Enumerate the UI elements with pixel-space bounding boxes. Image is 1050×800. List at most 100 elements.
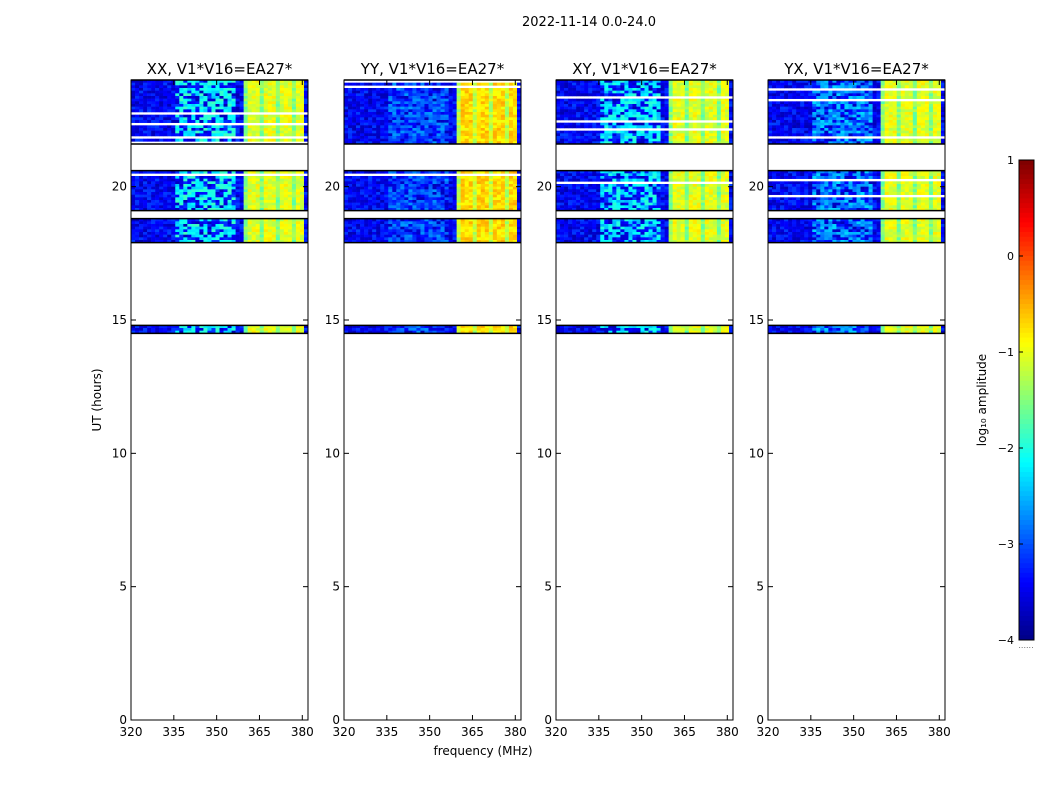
heatmap-cell (283, 205, 289, 209)
heatmap-cell (199, 200, 204, 203)
heatmap-cell (500, 218, 506, 222)
heatmap-cell (380, 96, 385, 99)
heatmap-cell (496, 178, 502, 182)
heatmap-cell (476, 170, 482, 174)
heatmap-cell (512, 93, 518, 97)
heatmap-cell (376, 178, 381, 182)
heatmap-cell (484, 240, 490, 243)
heatmap-cell (344, 186, 349, 190)
heatmap-cell (432, 170, 437, 174)
heatmap-cell (364, 330, 369, 334)
heatmap-cell (396, 133, 401, 137)
heatmap-cell (516, 104, 522, 107)
heatmap-cell (608, 240, 613, 243)
heatmap-cell (392, 205, 397, 209)
heatmap-cell (468, 170, 474, 174)
heatmap-cell (267, 125, 273, 129)
heatmap-cell (432, 133, 437, 137)
heatmap-cell (223, 120, 228, 123)
heatmap-cell (704, 218, 710, 222)
heatmap-cell (295, 117, 301, 121)
heatmap-cell (135, 138, 140, 142)
heatmap-cell (259, 170, 265, 174)
heatmap-cell (496, 120, 502, 123)
heatmap-cell (187, 208, 192, 211)
heatmap-cell (299, 192, 305, 195)
heatmap-cell (295, 234, 301, 238)
heatmap-cell (388, 101, 393, 105)
heatmap-cell (223, 106, 228, 110)
heatmap-cell (448, 330, 453, 334)
heatmap-cell (251, 109, 256, 113)
heatmap-cell (344, 98, 349, 102)
heatmap-cell (396, 181, 401, 185)
heatmap-cell (388, 330, 393, 334)
heatmap-cell (464, 240, 469, 243)
heatmap-cell (436, 181, 441, 185)
heatmap-cell (303, 208, 309, 211)
heatmap-cell (400, 328, 405, 331)
heatmap-cell (147, 170, 152, 174)
heatmap-cell (512, 205, 518, 209)
heatmap-cell (299, 189, 305, 193)
heatmap-cell (139, 328, 144, 331)
heatmap-cell (400, 237, 405, 241)
heatmap-cell (364, 90, 369, 94)
heatmap-cell (199, 98, 204, 102)
heatmap-cell (271, 234, 277, 238)
heatmap-cell (584, 330, 589, 334)
heatmap-cell (275, 234, 281, 238)
heatmap-cell (648, 237, 653, 241)
heatmap-cell (191, 197, 196, 201)
heatmap-cell (484, 229, 490, 233)
heatmap-cell (247, 104, 252, 107)
heatmap-cell (504, 170, 510, 174)
heatmap-cell (480, 106, 486, 110)
heatmap-cell (636, 237, 641, 241)
heatmap-cell (424, 178, 429, 182)
heatmap-cell (271, 237, 277, 241)
heatmap-cell (468, 120, 474, 123)
heatmap-cell (155, 85, 160, 89)
heatmap-cell (420, 221, 425, 225)
heatmap-cell (436, 184, 441, 187)
heatmap-cell (460, 205, 465, 209)
heatmap-cell (392, 138, 397, 142)
heatmap-cell (384, 181, 389, 185)
heatmap-cell (696, 176, 702, 179)
heatmap-cell (428, 229, 433, 233)
heatmap-cell (480, 186, 486, 190)
heatmap-cell (424, 240, 429, 243)
heatmap-cell (484, 101, 490, 105)
heatmap-cell (131, 90, 136, 94)
heatmap-cell (251, 208, 256, 211)
heatmap-cell (384, 117, 389, 121)
heatmap-cell (267, 98, 273, 102)
heatmap-cell (640, 176, 645, 179)
heatmap-cell (344, 240, 349, 243)
heatmap-cell (247, 93, 252, 97)
heatmap-cell (143, 106, 148, 110)
heatmap-cell (724, 184, 730, 187)
heatmap-cell (163, 104, 168, 107)
heatmap-cell (352, 122, 357, 126)
heatmap-cell (456, 104, 461, 107)
heatmap-cell (480, 101, 486, 105)
heatmap-cell (496, 234, 502, 238)
heatmap-cell (231, 202, 236, 206)
heatmap-cell (352, 208, 357, 211)
heatmap-cell (488, 120, 494, 123)
heatmap-cell (632, 226, 637, 230)
heatmap-cell (175, 130, 180, 134)
heatmap-cell (500, 104, 506, 107)
heatmap-cell (504, 125, 510, 129)
heatmap-cell (271, 82, 277, 86)
heatmap-cell (436, 125, 441, 129)
heatmap-cell (143, 328, 148, 331)
heatmap-cell (476, 232, 482, 235)
heatmap-cell (360, 120, 365, 123)
heatmap-cell (436, 98, 441, 102)
heatmap-cell (203, 205, 208, 209)
heatmap-cell (580, 328, 585, 331)
heatmap-cell (472, 101, 478, 105)
